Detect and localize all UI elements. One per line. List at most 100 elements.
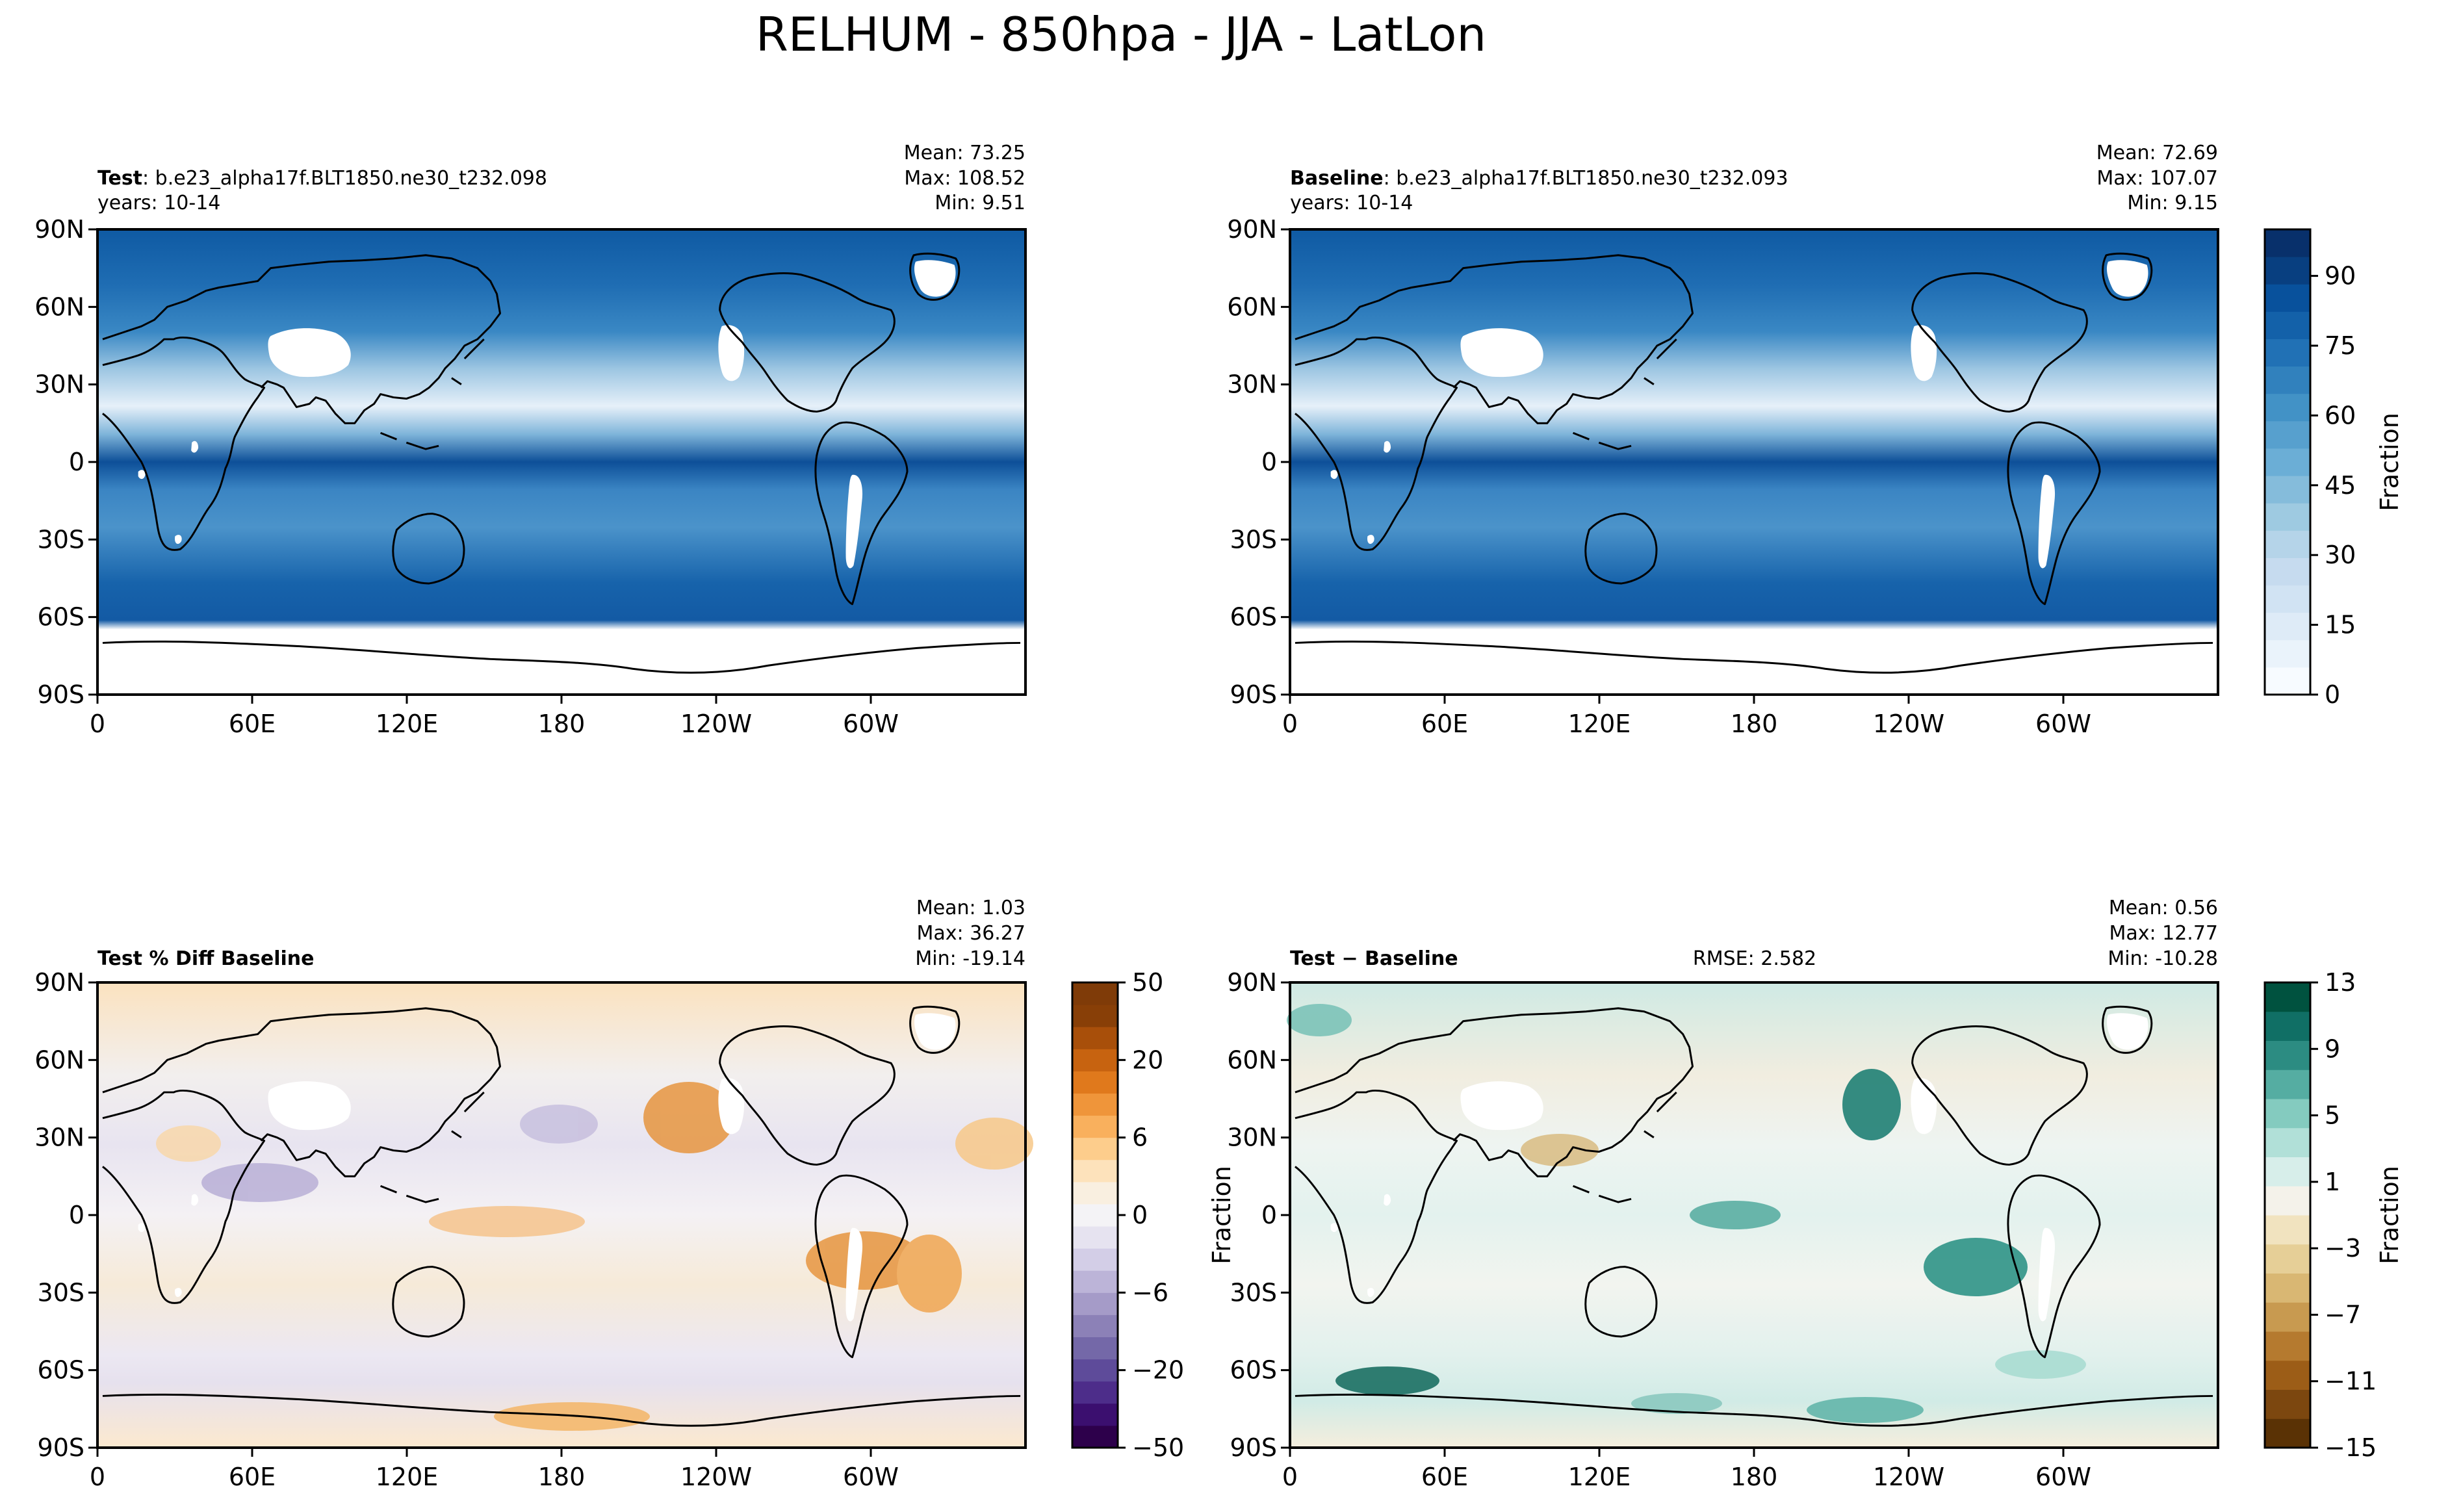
colorbar-diff: 13 9 5 1 −3 −7 −11 −15 Fraction: [2263, 968, 2404, 1462]
colorbar-segment: [2265, 667, 2310, 695]
lat-tick-label: 60S: [38, 1356, 84, 1385]
colorbar-segment: [2265, 1157, 2310, 1186]
colorbar-tick-label: 30: [2325, 541, 2356, 569]
panel-test: Test: b.e23_alpha17f.BLT1850.ne30_t232.0…: [34, 142, 1027, 738]
lat-tick-label: 90S: [38, 680, 84, 709]
panel-test-max: Max: 108.52: [904, 167, 1025, 190]
panel-baseline-map: [1289, 228, 2219, 696]
lon-tick-label: 0: [90, 1463, 105, 1491]
colorbar-segment: [2265, 1331, 2310, 1361]
lat-tick-label: 0: [1261, 1201, 1277, 1229]
lon-tick-label: 180: [538, 710, 586, 738]
lon-tick-label: 180: [1731, 710, 1778, 738]
lon-tick-label: 120E: [1568, 710, 1631, 738]
panel-test-label: Test: b.e23_alpha17f.BLT1850.ne30_t232.0…: [97, 167, 547, 190]
lat-tick-label: 60S: [1230, 1356, 1277, 1385]
colorbar-segment: [2265, 612, 2310, 641]
colorbar-segment: [2265, 1273, 2310, 1303]
colorbar-segment: [2265, 982, 2310, 1012]
lon-tick-label: 60W: [2035, 1463, 2091, 1491]
colorbar-segment: [2265, 1244, 2310, 1274]
colorbar-segment: [1072, 1049, 1118, 1071]
lat-tick-label: 90S: [1230, 680, 1277, 709]
colorbar-tick-label: 0: [2325, 680, 2340, 709]
panel-diff-rmse: RMSE: 2.582: [1693, 947, 1816, 970]
colorbar-segment: [2265, 1302, 2310, 1332]
lat-tick-label: 60S: [38, 603, 84, 632]
panel-diff: Test − Baseline RMSE: 2.582 Mean: 0.56 M…: [1207, 897, 2219, 1491]
colorbar-segment: [1072, 1005, 1118, 1027]
lat-tick-label: 30N: [1227, 1123, 1277, 1152]
colorbar-tick-label: 15: [2325, 611, 2356, 639]
panel-pctdiff-min: Min: -19.14: [915, 947, 1025, 970]
colorbar-segment: [2265, 1040, 2310, 1070]
lat-tick-label: 60N: [34, 292, 84, 321]
colorbar-segment: [1072, 1027, 1118, 1049]
panel-pctdiff-mean: Mean: 1.03: [916, 897, 1025, 919]
lat-tick-label: 60N: [1227, 292, 1277, 321]
colorbar-segment: [2265, 1418, 2310, 1448]
lon-tick-label: 60W: [843, 710, 899, 738]
colorbar-segment: [2265, 1011, 2310, 1041]
lon-tick-label: 120W: [1873, 1463, 1944, 1491]
lat-tick-label: 30N: [34, 1123, 84, 1152]
lat-tick-label: 30S: [38, 1278, 84, 1307]
colorbar-tick-label: 5: [2325, 1101, 2340, 1130]
colorbar-tick-label: −11: [2325, 1367, 2377, 1396]
lat-tick-label: 90N: [1227, 215, 1277, 244]
lon-tick-label: 120W: [1873, 710, 1944, 738]
lat-tick-label: 30N: [34, 370, 84, 399]
colorbar-segment: [2265, 393, 2310, 422]
colorbar-segment: [1072, 1226, 1118, 1249]
colorbar-segment: [2265, 503, 2310, 531]
lat-tick-label: 90S: [38, 1433, 84, 1462]
colorbar-tick-label: 60: [2325, 401, 2356, 429]
lat-tick-label: 30N: [1227, 370, 1277, 399]
colorbar-segment: [2265, 1070, 2310, 1099]
panel-baseline-mean: Mean: 72.69: [2096, 142, 2218, 164]
colorbar-segment: [1072, 1248, 1118, 1271]
lon-tick-label: 120W: [680, 1463, 752, 1491]
colorbar-segment: [2265, 366, 2310, 394]
colorbar-segment: [1072, 1181, 1118, 1205]
colorbar-tick-label: −6: [1132, 1278, 1168, 1307]
colorbar-tick-label: −15: [2325, 1433, 2377, 1462]
colorbar-segment: [1072, 1093, 1118, 1116]
colorbar-segment: [1072, 1292, 1118, 1315]
colorbar-segment: [2265, 257, 2310, 285]
colorbar-segment: [2265, 229, 2310, 257]
lat-tick-label: 0: [69, 1201, 84, 1229]
lon-tick-label: 60E: [229, 710, 276, 738]
panel-diff-label: Test − Baseline: [1290, 947, 1458, 970]
colorbar-segment: [2265, 1389, 2310, 1419]
panel-diff-max: Max: 12.77: [2109, 922, 2218, 945]
lon-tick-label: 120W: [680, 710, 752, 738]
panel-baseline-min: Min: 9.15: [2127, 192, 2218, 214]
panel-diff-ylabel: Fraction: [1207, 1166, 1236, 1264]
lon-tick-label: 0: [90, 710, 105, 738]
figure-title: RELHUM - 850hpa - JJA - LatLon: [756, 7, 1486, 62]
lon-tick-label: 0: [1282, 1463, 1298, 1491]
colorbar-segment: [2265, 1215, 2310, 1245]
lon-tick-label: 120E: [376, 1463, 439, 1491]
lat-tick-label: 60N: [1227, 1045, 1277, 1074]
panel-test-mean: Mean: 73.25: [904, 142, 1025, 164]
colorbar-tick-label: 75: [2325, 331, 2356, 360]
colorbar-segment: [1072, 1337, 1118, 1360]
colorbar-segment: [1072, 1359, 1118, 1382]
colorbar-segment: [2265, 448, 2310, 476]
lat-tick-label: 0: [69, 448, 84, 476]
colorbar-segment: [2265, 1186, 2310, 1216]
colorbar-main: 90 75 60 45 30 15 0 Fraction: [2263, 228, 2404, 709]
colorbar-segment: [2265, 1360, 2310, 1390]
lon-tick-label: 180: [538, 1463, 586, 1491]
colorbar-segment: [2265, 311, 2310, 339]
lat-tick-label: 90N: [34, 215, 84, 244]
lat-tick-label: 30S: [38, 525, 84, 554]
colorbar-segment: [1072, 1425, 1118, 1448]
lat-tick-label: 90N: [1227, 968, 1277, 997]
panel-diff-map: [1287, 981, 2219, 1449]
colorbar-pctdiff: 50 20 6 0 −6 −20 −50: [1071, 968, 1184, 1462]
colorbar-segment: [2265, 284, 2310, 312]
colorbar-segment: [1072, 1159, 1118, 1183]
